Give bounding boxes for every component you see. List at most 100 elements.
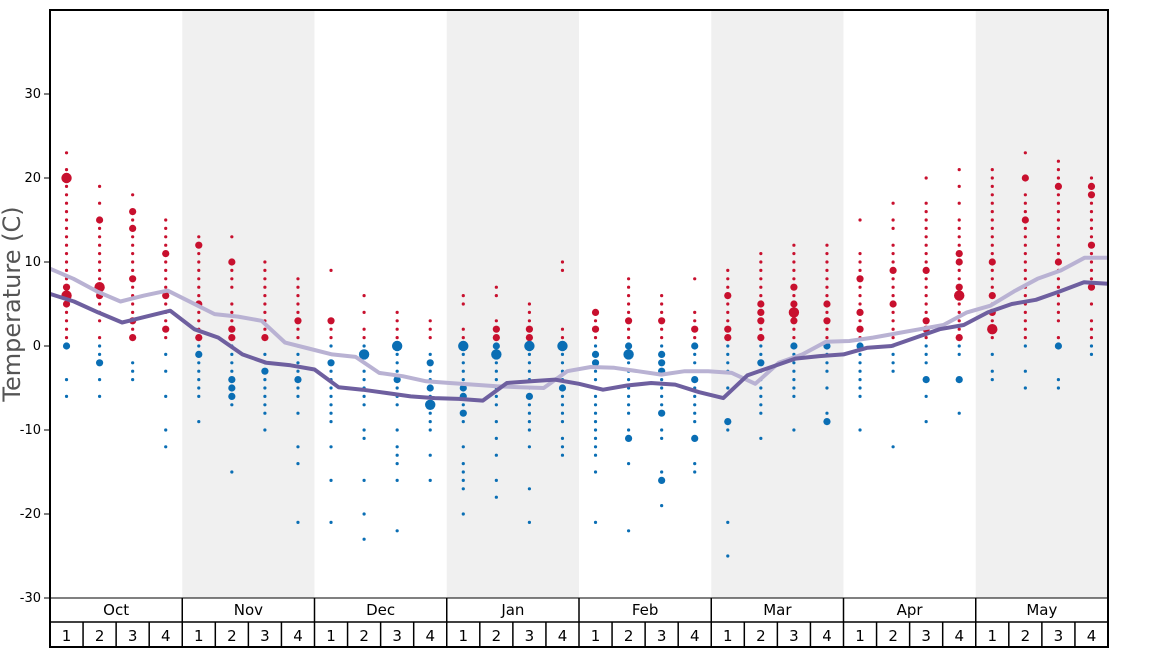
warm-point	[792, 243, 796, 247]
warm-point	[296, 285, 300, 289]
warm-point	[924, 226, 928, 230]
cold-point	[790, 342, 798, 350]
warm-point	[164, 218, 168, 222]
warm-point	[560, 268, 565, 272]
cold-point	[296, 445, 300, 449]
cold-point	[230, 369, 234, 373]
warm-point	[957, 184, 961, 188]
cold-point	[428, 369, 432, 373]
cold-point	[759, 344, 763, 348]
month-shade-may	[975, 10, 1108, 598]
warm-point	[162, 325, 170, 333]
warm-point	[560, 260, 565, 264]
y-tick-label: 0	[33, 339, 41, 354]
cold-point	[197, 378, 201, 382]
cold-point	[294, 376, 302, 384]
cold-point	[131, 361, 135, 365]
warm-point	[990, 336, 994, 340]
warm-point	[757, 300, 765, 308]
warm-point	[792, 294, 796, 298]
warm-point	[1056, 168, 1061, 172]
warm-point	[792, 260, 796, 264]
warm-point	[1089, 210, 1094, 214]
cold-point	[726, 352, 730, 356]
warm-point	[1056, 193, 1061, 197]
week-label: 1	[62, 627, 72, 645]
cold-point	[990, 352, 994, 356]
cold-point	[164, 352, 168, 356]
warm-point	[988, 292, 996, 300]
cold-point	[593, 378, 598, 382]
cold-point	[461, 361, 465, 365]
warm-point	[1089, 302, 1094, 306]
warm-point	[197, 310, 201, 314]
cold-point	[527, 420, 532, 424]
cold-point	[1056, 386, 1061, 390]
cold-point	[261, 367, 269, 375]
warm-point	[891, 226, 895, 230]
warm-point	[889, 266, 897, 274]
cold-point	[395, 445, 399, 449]
cold-point	[792, 428, 796, 432]
warm-point	[64, 243, 69, 247]
cold-point	[461, 487, 465, 491]
warm-point	[1023, 193, 1027, 197]
cold-point	[428, 478, 432, 482]
cold-point	[362, 344, 366, 348]
cold-point	[329, 411, 333, 415]
month-label-apr: Apr	[897, 601, 924, 619]
cold-point	[461, 470, 465, 474]
warm-point	[228, 334, 236, 342]
warm-point	[1089, 218, 1094, 222]
warm-point	[626, 336, 631, 340]
warm-point	[164, 226, 168, 230]
warm-point	[64, 226, 69, 230]
warm-point	[1089, 235, 1094, 239]
warm-point	[1023, 294, 1027, 298]
cold-point	[560, 403, 565, 407]
warm-point	[362, 327, 366, 331]
cold-point	[825, 386, 829, 390]
warm-point	[1089, 176, 1094, 180]
warm-point	[691, 325, 699, 333]
warm-point	[858, 218, 862, 222]
warm-point	[990, 210, 994, 214]
week-label: 4	[1087, 627, 1097, 645]
cold-point	[924, 420, 928, 424]
warm-point	[759, 327, 763, 331]
warm-point	[164, 285, 168, 289]
warm-point	[296, 327, 300, 331]
cold-point	[230, 470, 234, 474]
cold-point	[792, 361, 796, 365]
cold-point	[660, 378, 664, 382]
warm-point	[64, 151, 69, 155]
warm-point	[1056, 294, 1061, 298]
cold-point	[395, 352, 399, 356]
cold-point	[560, 361, 565, 365]
cold-point	[527, 361, 532, 365]
warm-point	[97, 201, 102, 205]
warm-point	[858, 252, 862, 256]
warm-point	[792, 336, 796, 340]
warm-point	[97, 277, 102, 281]
warm-point	[97, 268, 102, 272]
y-tick-label: 10	[24, 255, 41, 270]
cold-point	[660, 436, 664, 440]
cold-point	[557, 340, 568, 352]
warm-point	[990, 226, 994, 230]
warm-point	[891, 277, 895, 281]
cold-point	[428, 420, 432, 424]
warm-point	[263, 268, 267, 272]
warm-point	[97, 319, 102, 323]
cold-point	[658, 350, 666, 358]
cold-point	[358, 349, 370, 360]
warm-point	[891, 310, 895, 314]
warm-point	[856, 325, 864, 333]
warm-point	[362, 294, 366, 298]
month-shade-nov	[182, 10, 315, 598]
warm-point	[1087, 191, 1096, 199]
cold-point	[329, 386, 333, 390]
cold-point	[593, 453, 598, 457]
warm-point	[1056, 243, 1061, 247]
cold-point	[560, 411, 565, 415]
